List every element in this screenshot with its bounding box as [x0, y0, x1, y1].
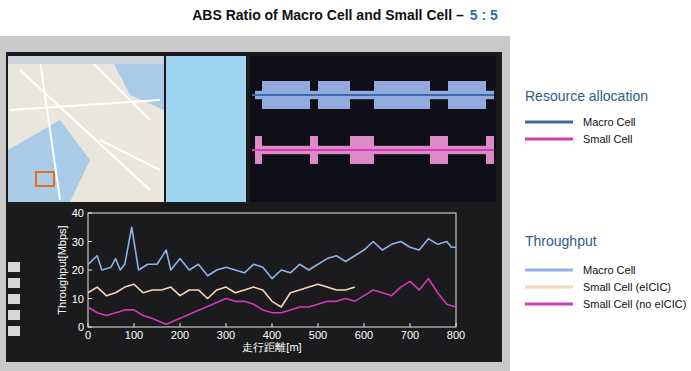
- map-toolbar: [8, 56, 164, 64]
- map-road: [40, 60, 60, 200]
- screen-button: [8, 262, 20, 272]
- map-marker: [36, 172, 54, 186]
- legend-swatch: [525, 286, 573, 289]
- x-tick: [88, 323, 89, 327]
- legend-label: Small Cell: [583, 133, 633, 145]
- x-tick-label: 600: [355, 329, 373, 341]
- x-tick-label: 800: [447, 329, 465, 341]
- legend-swatch: [525, 269, 573, 272]
- x-tick-label: 500: [309, 329, 327, 341]
- photo-background: [0, 36, 510, 371]
- x-tick-label: 700: [401, 329, 419, 341]
- series-line: [88, 227, 456, 278]
- x-tick-label: 0: [85, 329, 91, 341]
- legend-swatch: [525, 121, 573, 124]
- x-tick: [134, 323, 135, 327]
- x-tick: [410, 323, 411, 327]
- scope-baseline: [252, 94, 494, 96]
- screen-button: [8, 278, 20, 288]
- map-panel: [8, 56, 164, 202]
- scope-panel: [250, 56, 496, 202]
- title: ABS Ratio of Macro Cell and Small Cell –…: [192, 7, 498, 23]
- x-tick: [364, 323, 365, 327]
- y-tick-label: 40: [72, 207, 84, 219]
- y-tick-label: 20: [72, 264, 84, 276]
- y-tick: [88, 327, 92, 328]
- series-line: [88, 284, 355, 307]
- screen: [6, 52, 502, 362]
- y-tick-label: 10: [72, 293, 84, 305]
- scope-baseline: [252, 149, 494, 151]
- x-tick: [180, 323, 181, 327]
- y-axis-label: Throughput[Mbps]: [56, 225, 68, 314]
- blank-panel: [166, 56, 246, 202]
- x-axis-label: 走行距離[m]: [242, 341, 301, 353]
- title-text: ABS Ratio of Macro Cell and Small Cell –: [192, 7, 464, 23]
- legend-swatch: [525, 138, 573, 141]
- screen-button: [8, 294, 20, 304]
- series-line: [88, 279, 456, 325]
- legend-swatch: [525, 303, 573, 306]
- x-tick: [456, 323, 457, 327]
- x-tick: [226, 323, 227, 327]
- title-ratio: 5 : 5: [470, 7, 498, 23]
- x-tick-label: 100: [125, 329, 143, 341]
- legend-label: Small Cell (no eICIC): [583, 298, 686, 310]
- legend-title: Resource allocation: [525, 88, 648, 104]
- x-tick-label: 400: [263, 329, 281, 341]
- legend-title: Throughput: [525, 233, 597, 249]
- y-tick-label: 30: [72, 236, 84, 248]
- map-water: [8, 120, 90, 202]
- map-road: [20, 70, 150, 190]
- x-tick-label: 300: [217, 329, 235, 341]
- y-tick-label: 0: [78, 321, 84, 333]
- map-road: [10, 100, 160, 110]
- screen-button: [8, 326, 20, 336]
- legend-label: Small Cell (eICIC): [583, 281, 671, 293]
- page: ABS Ratio of Macro Cell and Small Cell –…: [0, 0, 691, 371]
- y-tick: [88, 298, 92, 299]
- legend-label: Macro Cell: [583, 264, 636, 276]
- screen-button: [8, 310, 20, 320]
- x-tick: [318, 323, 319, 327]
- legend-label: Macro Cell: [583, 116, 636, 128]
- y-tick: [88, 270, 92, 271]
- map-road: [90, 60, 150, 120]
- y-tick: [88, 241, 92, 242]
- plot-frame: [88, 213, 456, 327]
- x-tick-label: 200: [171, 329, 189, 341]
- y-tick: [88, 213, 92, 214]
- map-road: [100, 140, 160, 170]
- series-group: [88, 227, 456, 324]
- x-tick: [272, 323, 273, 327]
